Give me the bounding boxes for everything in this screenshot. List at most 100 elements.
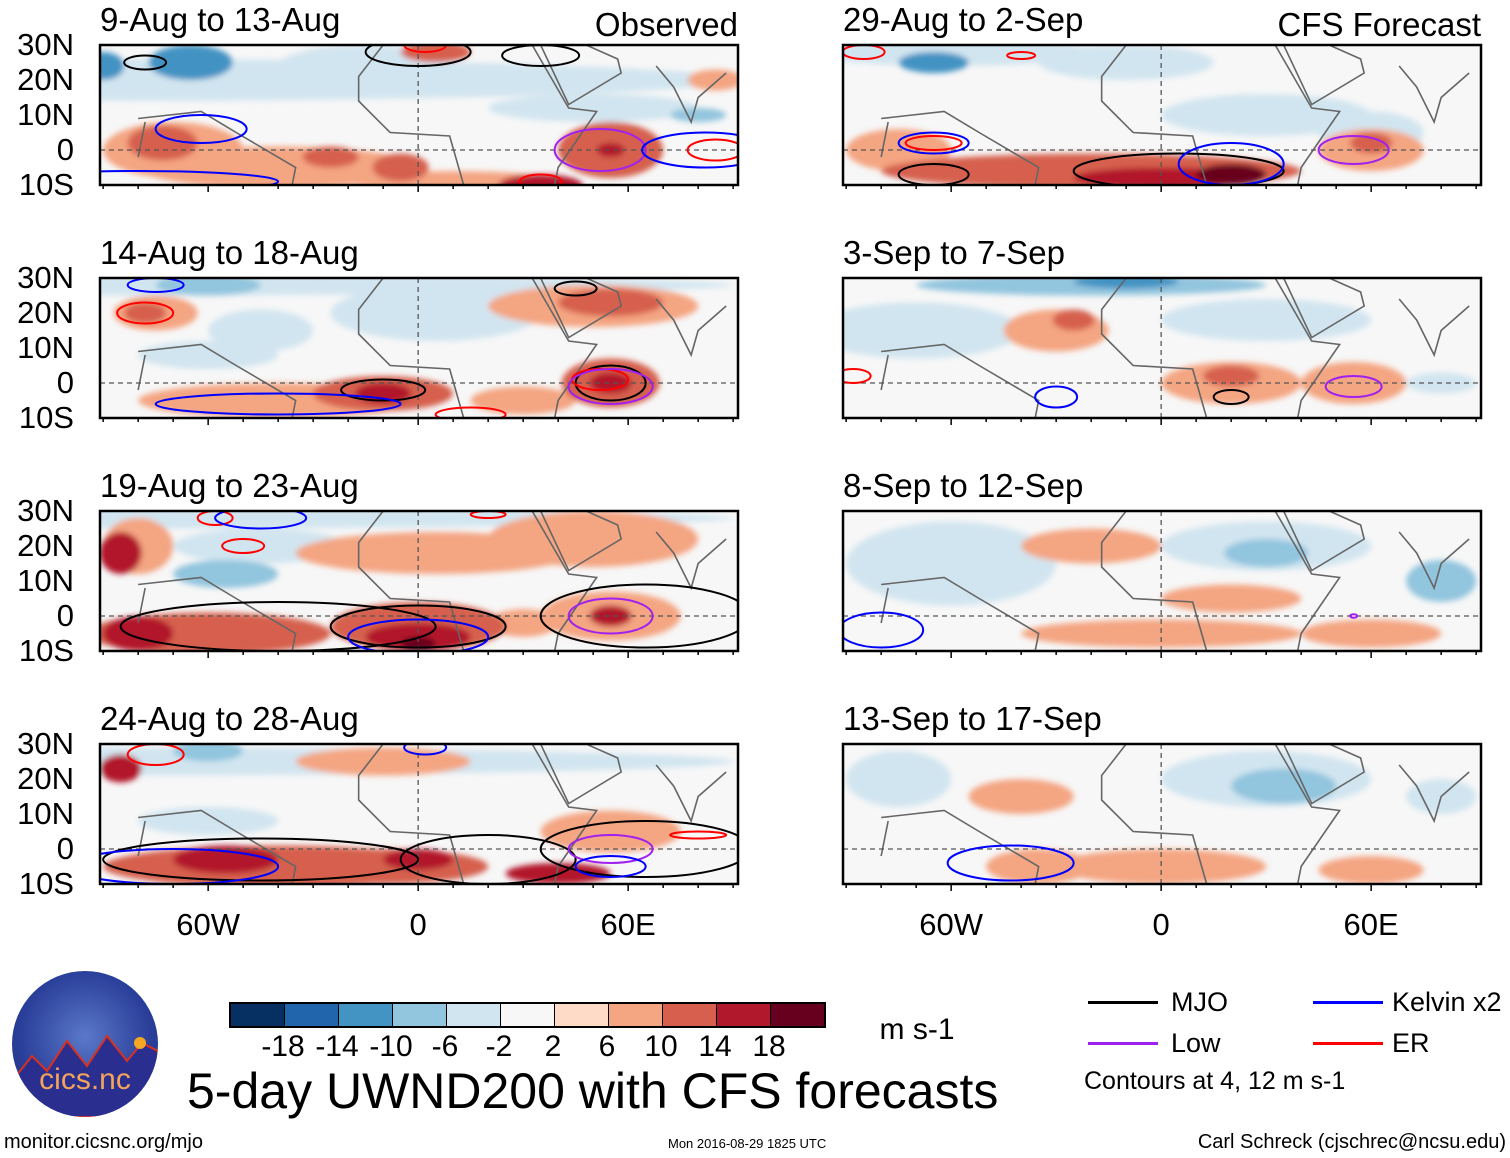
er-contour (904, 135, 963, 151)
wind-anomaly-blob (1301, 619, 1442, 648)
lat-label: 20N (17, 761, 74, 796)
wind-anomaly-blob (488, 511, 699, 567)
map-panel (841, 509, 1483, 658)
legend-label-low: Low (1171, 1028, 1221, 1058)
wind-anomaly-blob (138, 807, 279, 835)
lat-label: 10N (17, 330, 74, 365)
colorbar-swatch (285, 1004, 339, 1026)
wind-anomaly-blob (1161, 299, 1372, 341)
legend-line-kelvin (1313, 1001, 1383, 1004)
lat-label: 10S (18, 866, 74, 901)
wind-anomaly-blob (1301, 362, 1407, 404)
map-panel (98, 509, 740, 658)
colorbar-tick-label: 2 (544, 1030, 562, 1063)
africa-outline (357, 511, 599, 651)
wind-anomaly-blob (589, 372, 632, 394)
panel-title: 8-Sep to 12-Sep (843, 467, 1084, 504)
wind-anomaly-blob (687, 69, 738, 91)
panel-frame (841, 276, 1483, 420)
low-contour (567, 597, 654, 635)
wind-anomaly-blob (127, 125, 198, 161)
er-contour (469, 511, 507, 519)
lon-label: 0 (409, 907, 427, 942)
wind-anomaly-blob (670, 108, 727, 122)
footer-url[interactable]: monitor.cicsnc.org/mjo (4, 1131, 203, 1153)
colorbar-swatch (663, 1004, 717, 1026)
map-panel (98, 43, 740, 192)
wind-anomaly-blob (1196, 164, 1267, 185)
colorbar-swatch (555, 1004, 609, 1026)
kelvin-contour (1177, 142, 1285, 185)
lat-label: 10N (17, 796, 74, 831)
colorbar-tick-label: 10 (644, 1030, 678, 1063)
wind-anomaly-blob (846, 521, 1057, 606)
colorbar-swatch (339, 1004, 393, 1026)
wind-anomaly-blob (968, 779, 1074, 814)
panel-frame (841, 43, 1483, 187)
panel-tag: CFS Forecast (1277, 6, 1481, 43)
mjo-contour (539, 583, 738, 649)
wind-anomaly-blob (1038, 45, 1214, 80)
lat-label: 0 (56, 831, 74, 866)
asia-outline (1282, 45, 1470, 125)
colorbar-tick-label: -6 (431, 1030, 459, 1063)
kelvin-contour (574, 855, 647, 878)
kelvin-contour (100, 848, 280, 884)
kelvin-contour (897, 131, 970, 155)
kelvin-contour (347, 618, 490, 651)
er-contour (403, 45, 448, 53)
colorbar-swatch (609, 1004, 663, 1026)
lat-label: 10S (18, 633, 74, 668)
panel-frame (98, 276, 740, 420)
mjo-contour (1212, 389, 1250, 405)
asia-outline (1282, 744, 1470, 824)
low-contour (1349, 613, 1359, 619)
legend-line-low (1088, 1042, 1158, 1045)
er-contour (1006, 51, 1037, 60)
africa-outline (1100, 744, 1342, 884)
mjo-contour (119, 601, 437, 651)
panel-frame (98, 43, 740, 187)
colorbar-tick-label: -14 (315, 1030, 359, 1063)
kelvin-contour (100, 170, 280, 185)
er-contour (434, 406, 507, 418)
er-contour (126, 744, 185, 766)
panel-title: 24-Aug to 28-Aug (100, 700, 359, 737)
asia-outline (539, 45, 727, 125)
kelvin-contour (641, 131, 738, 169)
legend-label-er: ER (1392, 1028, 1430, 1058)
map-panel (841, 742, 1483, 891)
africa-outline (1100, 278, 1342, 418)
lat-label: 10S (18, 167, 74, 202)
colorbar-swatch (717, 1004, 771, 1026)
wind-anomaly-blob (1056, 849, 1267, 884)
map-panel (98, 742, 740, 891)
er-contour (116, 301, 175, 325)
panel-frame (841, 742, 1483, 886)
wind-anomaly-blob (596, 143, 625, 157)
lat-label: 10S (18, 400, 74, 435)
contour-note: Contours at 4, 12 m s-1 (1084, 1067, 1346, 1095)
wind-anomaly-blob (100, 52, 125, 80)
kelvin-contour (403, 744, 448, 756)
wind-anomaly-blob (1231, 768, 1337, 804)
mjo-contour (102, 837, 420, 882)
kelvin-contour (154, 114, 248, 144)
legend-line-er (1313, 1042, 1383, 1045)
kelvin-contour (214, 511, 308, 530)
south-america-outline (880, 809, 1040, 884)
lon-label: 60W (176, 907, 241, 942)
er-contour (669, 830, 728, 840)
south-america-outline (137, 343, 297, 418)
panel-title: 19-Aug to 23-Aug (100, 467, 359, 504)
panel-frame (841, 509, 1483, 653)
mjo-contour (329, 604, 507, 649)
panel-title: 9-Aug to 13-Aug (100, 1, 341, 38)
lat-label: 0 (56, 365, 74, 400)
logo-text: cics.nc (39, 1063, 131, 1096)
wind-anomaly-blob (1052, 309, 1095, 331)
lon-label: 0 (1152, 907, 1170, 942)
kelvin-contour (843, 611, 925, 649)
figure-title: 5-day UWND200 with CFS forecasts (187, 1063, 999, 1119)
wind-anomaly-blob (589, 605, 632, 627)
